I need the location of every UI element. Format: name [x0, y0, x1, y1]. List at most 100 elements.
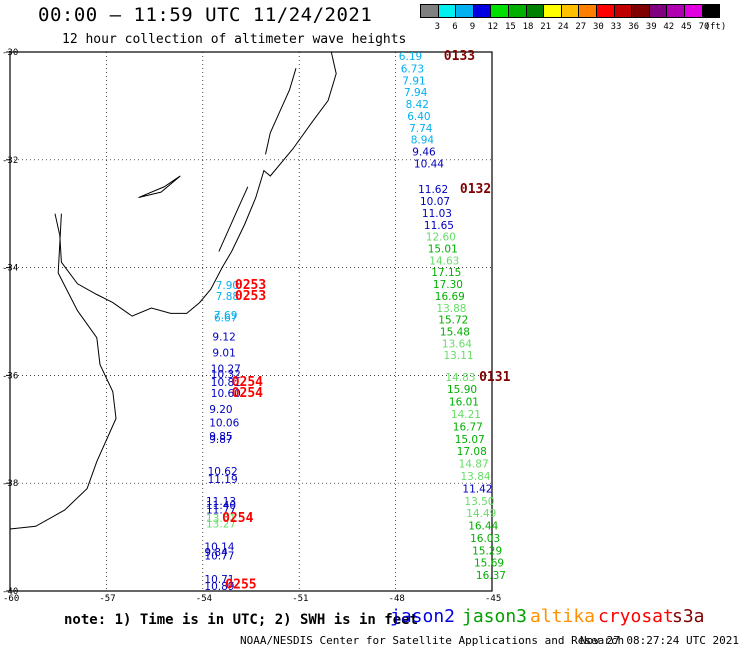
wave-height-label: 15.29	[472, 545, 502, 557]
longitude-label: -51	[292, 594, 308, 604]
latitude-label: -38	[2, 479, 18, 489]
map-subtitle: 12 hour collection of altimeter wave hei…	[62, 32, 407, 47]
wave-height-label: 15.69	[474, 558, 504, 570]
wave-height-label: 16.44	[468, 521, 498, 533]
satellite-legend-s3a: s3a	[672, 606, 705, 627]
latitude-label: -34	[2, 264, 18, 274]
wave-height-label: 6.19	[399, 51, 422, 63]
wave-height-label: 10.62	[208, 466, 238, 478]
colorbar-label: 39	[645, 22, 657, 32]
wave-height-label: 13.84	[461, 471, 491, 483]
wave-height-label: 15.07	[455, 434, 485, 446]
wave-height-label: 10.07	[420, 196, 450, 208]
wave-height-label: 7.91	[402, 75, 425, 87]
wave-height-label: 10.06	[209, 418, 239, 430]
satellite-legend-altika: altika	[530, 606, 596, 627]
wave-height-label: 11.19	[208, 474, 238, 486]
footer-credit: NOAA/NESDIS Center for Satellite Applica…	[240, 634, 625, 647]
pass-time-label: 0132	[460, 182, 491, 197]
wave-height-label: 14.87	[459, 459, 489, 471]
satellite-legend-cryosat: cryosat	[598, 606, 674, 627]
pass-time-label: 0254	[232, 386, 263, 401]
longitude-label: -57	[99, 594, 115, 604]
wave-height-label: 11.77	[206, 504, 236, 516]
coastline-uruguay-brazil	[54, 51, 337, 317]
lagoon-mirim	[218, 186, 249, 252]
longitude-label: -54	[196, 594, 212, 604]
wave-height-label: 9.20	[209, 404, 232, 416]
wave-height-label: 10.81	[211, 377, 241, 389]
pass-time-label: 0253	[235, 278, 266, 293]
latitude-label: -40	[2, 587, 18, 597]
wave-height-label: 16.77	[453, 421, 483, 433]
wave-height-label: 16.37	[476, 570, 506, 582]
reservoir-lake	[138, 175, 181, 199]
wave-height-label: 15.90	[447, 384, 477, 396]
wave-height-label: 6.73	[401, 64, 424, 76]
longitude-label: -60	[3, 594, 19, 604]
wave-height-label: 9.87	[209, 434, 232, 446]
wave-height-label: 13.50	[464, 496, 494, 508]
wave-height-label: 11.42	[462, 483, 492, 495]
pass-time-label: 0253	[235, 289, 266, 304]
wave-height-label: 11.40	[206, 500, 236, 512]
wave-height-label: 7.90	[216, 280, 239, 292]
colorbar-label: 3	[434, 22, 441, 32]
longitude-label: -45	[485, 594, 501, 604]
colorbar-cell	[701, 4, 721, 18]
wave-height-label: 9.84	[204, 547, 228, 559]
wave-height-label: 16.01	[449, 397, 479, 409]
wave-height-label: 14.63	[429, 255, 459, 267]
colorbar-label: 45	[681, 22, 692, 32]
wave-height-label: 10.71	[204, 574, 234, 586]
pass-time-label: 0133	[444, 49, 475, 64]
map-title: 00:00 – 11:59 UTC 11/24/2021	[38, 4, 373, 26]
pass-time-label: 0131	[479, 370, 510, 385]
wave-height-label: 17.30	[433, 279, 463, 291]
wave-height-label: 11.65	[424, 220, 454, 232]
colorbar-label: 6	[452, 22, 458, 32]
footer-date: Nov 27 08:27:24 UTC 2021	[580, 634, 739, 647]
colorbar-label: 70	[698, 22, 710, 32]
wave-height-label: 7.94	[404, 87, 428, 99]
colorbar-label: 42	[663, 22, 675, 32]
wave-height-label: 6.40	[407, 111, 430, 123]
colorbar-label: 9	[469, 22, 476, 32]
latitude-label: -32	[2, 156, 18, 166]
wave-height-label: 9.85	[209, 431, 232, 443]
colorbar-label: 18	[522, 22, 534, 32]
satellite-legend-jason3: jason3	[462, 606, 528, 627]
pass-time-label: 0254	[232, 375, 263, 390]
latitude-label: -30	[2, 48, 18, 58]
wave-height-label: 10.44	[414, 158, 444, 170]
wave-height-label: 13.88	[436, 303, 466, 315]
wave-height-label: 16.03	[470, 533, 500, 545]
wave-height-label: 11.13	[206, 496, 236, 508]
wave-height-label: 10.77	[204, 551, 234, 563]
longitude-label: -48	[389, 594, 405, 604]
wave-height-label: 15.01	[428, 244, 458, 256]
wave-height-label: 14.49	[466, 508, 496, 520]
map-frame	[9, 51, 493, 592]
wave-height-label: 12.60	[426, 232, 456, 244]
colorbar-label: 33	[610, 22, 622, 32]
wave-height-label: 15.72	[438, 315, 468, 327]
wave-height-label: 11.62	[418, 184, 448, 196]
wave-height-label: 7.69	[214, 310, 237, 322]
colorbar-label: 12	[487, 22, 499, 32]
wave-height-label: 13.64	[442, 338, 472, 350]
colorbar-label: 21	[540, 22, 552, 32]
lagoon-dos-patos	[265, 68, 297, 155]
wave-height-label: 10.89	[204, 581, 234, 593]
wave-height-label: 6.67	[214, 313, 237, 325]
wave-height-label: 14.21	[451, 409, 481, 421]
wave-height-label: 9.12	[212, 331, 235, 343]
wave-height-label: 9.01	[212, 348, 235, 360]
wave-height-label: 17.15	[431, 267, 461, 279]
colorbar-label: 36	[628, 22, 640, 32]
wave-height-label: 10.60	[211, 388, 241, 400]
wave-height-label: 17.08	[457, 446, 487, 458]
wave-height-label: 7.74	[409, 123, 433, 135]
colorbar-label: 30	[593, 22, 604, 32]
